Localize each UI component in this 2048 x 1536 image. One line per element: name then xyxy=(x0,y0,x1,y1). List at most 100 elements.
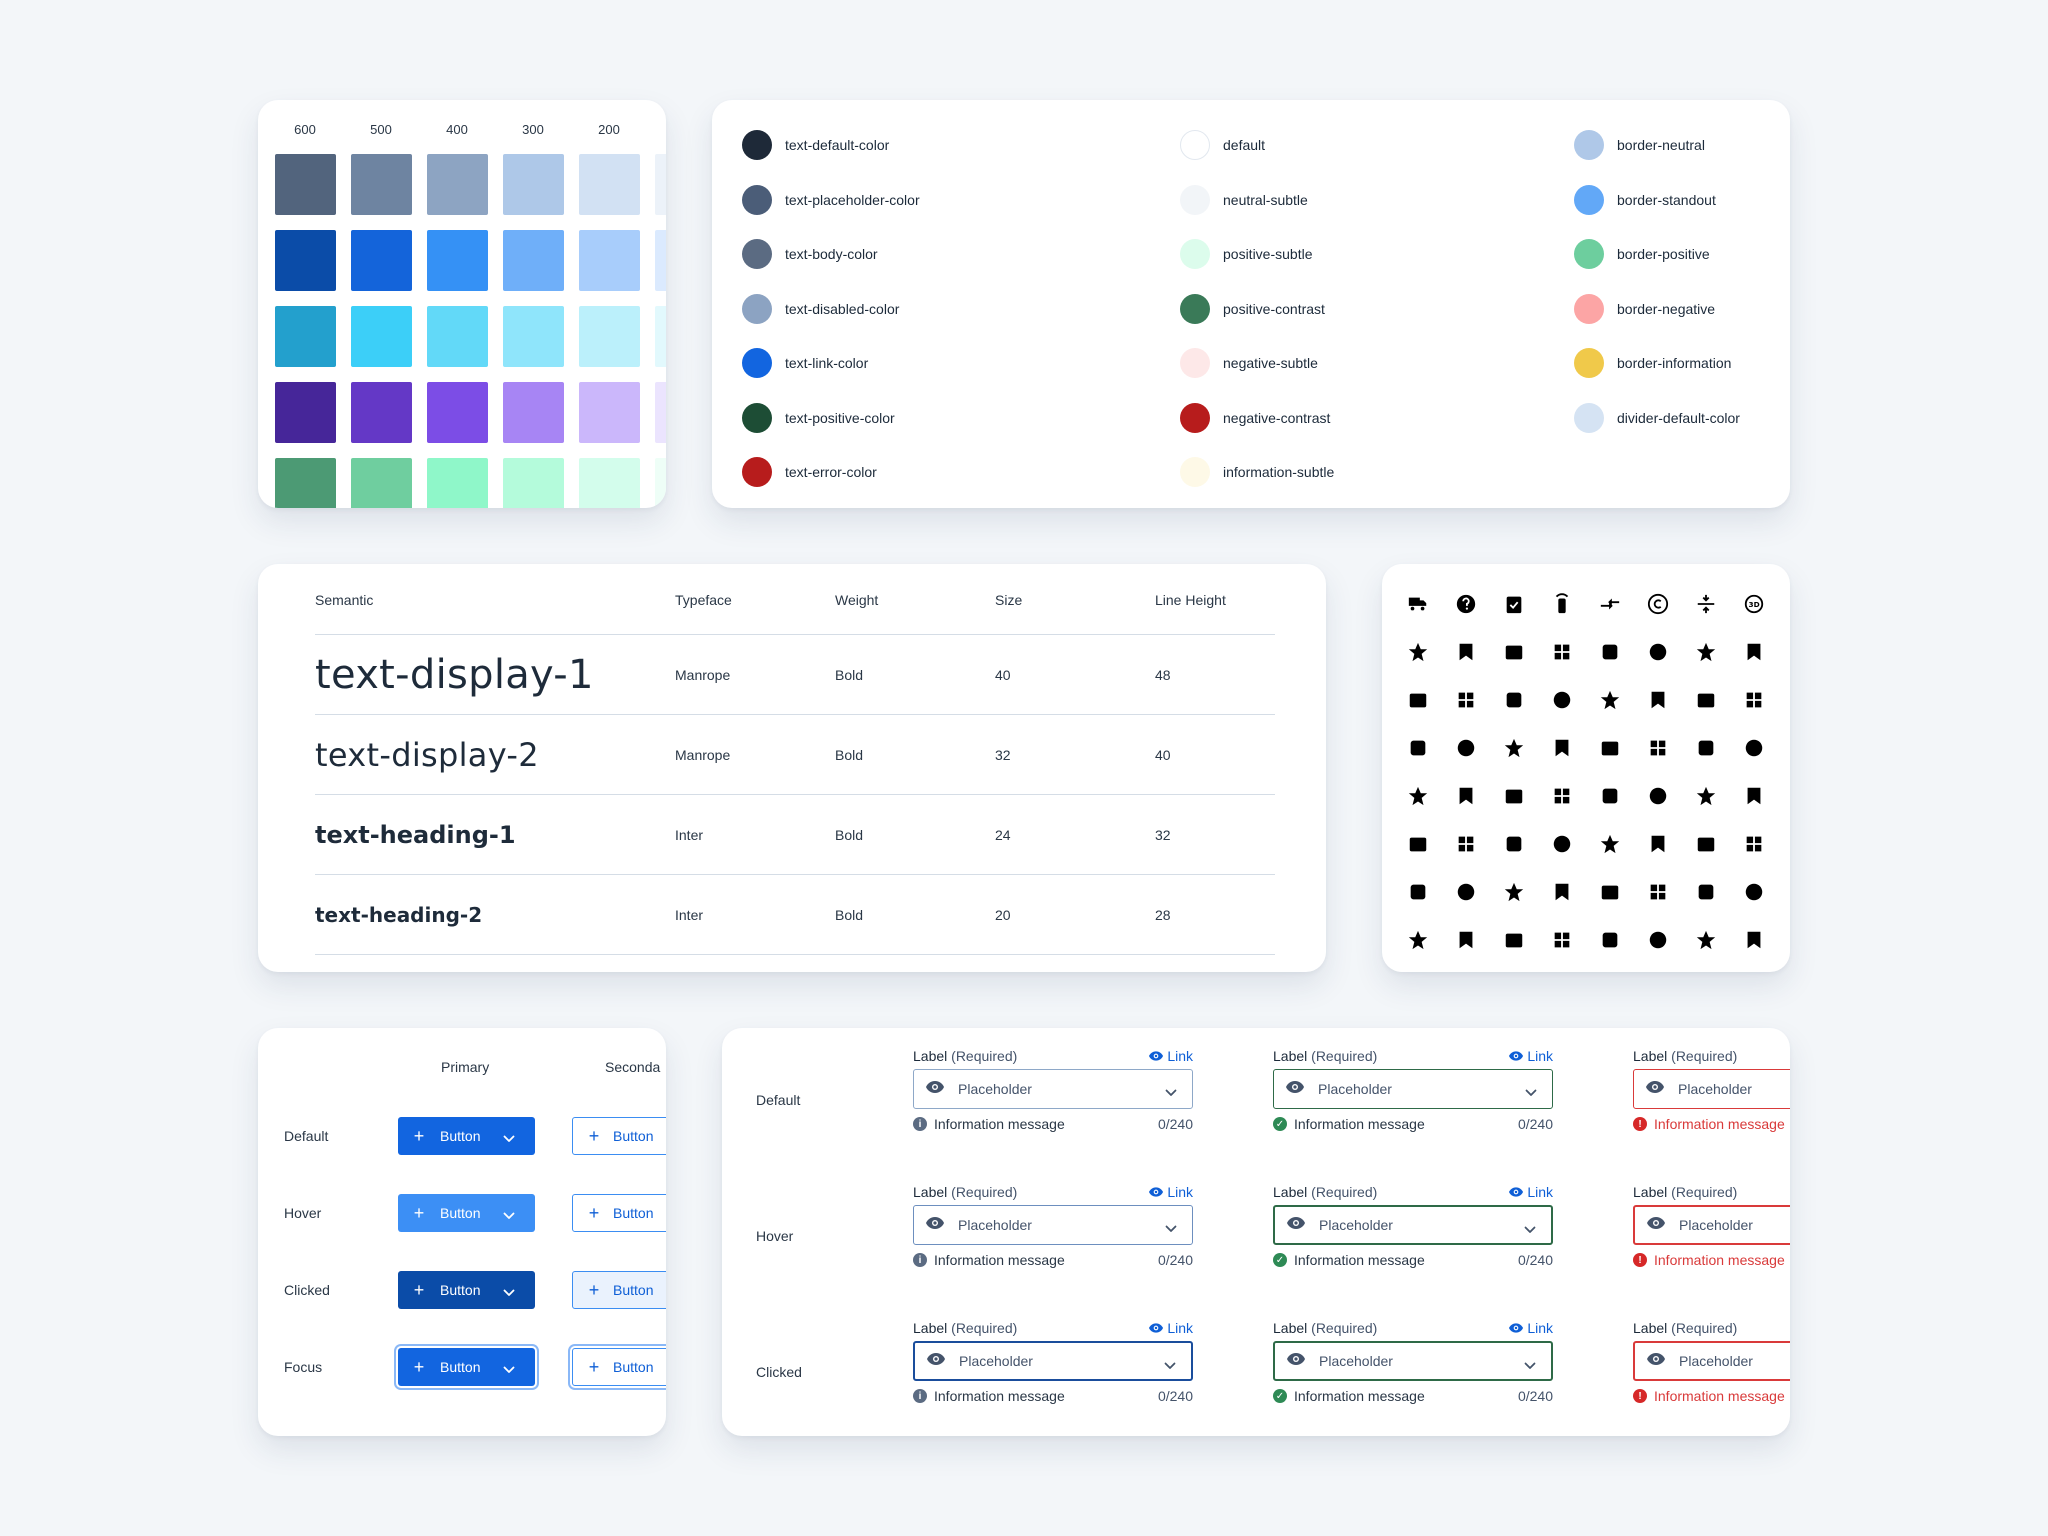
color-swatch[interactable] xyxy=(655,306,666,367)
account-circle-icon[interactable] xyxy=(1682,628,1730,676)
feedback-icon[interactable] xyxy=(1682,676,1730,724)
color-swatch[interactable] xyxy=(579,382,640,443)
brightness-icon[interactable] xyxy=(1490,916,1538,964)
flag-icon[interactable] xyxy=(1490,676,1538,724)
target-icon[interactable] xyxy=(1394,628,1442,676)
bank-icon[interactable] xyxy=(1490,724,1538,772)
eye-icon[interactable] xyxy=(1287,1352,1305,1370)
chevron-down-icon[interactable] xyxy=(1525,1084,1537,1102)
vertical-align-center-icon[interactable] xyxy=(1682,580,1730,628)
sd-card-icon[interactable] xyxy=(1586,676,1634,724)
accessible-icon[interactable] xyxy=(1394,724,1442,772)
chevron-down-icon[interactable] xyxy=(1165,1084,1177,1102)
drag-dots-icon[interactable] xyxy=(1442,724,1490,772)
color-swatch[interactable] xyxy=(351,306,412,367)
color-token-border-neutral[interactable]: border-neutral xyxy=(1574,130,1705,160)
secondary-button[interactable]: + Button xyxy=(572,1271,666,1309)
calendar-today-icon[interactable] xyxy=(1730,916,1778,964)
color-token-border-standout[interactable]: border-standout xyxy=(1574,184,1716,215)
color-token-text-placeholder-color[interactable]: text-placeholder-color xyxy=(742,184,920,215)
shield-lock-icon[interactable] xyxy=(1634,676,1682,724)
primary-button[interactable]: + Button xyxy=(398,1117,535,1155)
color-swatch[interactable] xyxy=(503,154,564,215)
split-view-icon[interactable] xyxy=(1490,868,1538,916)
color-swatch[interactable] xyxy=(503,306,564,367)
check-icon[interactable] xyxy=(1442,676,1490,724)
chevron-down-icon[interactable] xyxy=(1524,1357,1536,1375)
event-icon[interactable] xyxy=(1634,868,1682,916)
color-swatch[interactable] xyxy=(655,382,666,443)
color-swatch[interactable] xyxy=(427,154,488,215)
primary-button[interactable]: + Button xyxy=(398,1194,535,1232)
trending-down-icon[interactable] xyxy=(1394,676,1442,724)
color-token-negative-subtle[interactable]: negative-subtle xyxy=(1180,348,1318,378)
color-swatch[interactable] xyxy=(503,230,564,291)
color-swatch[interactable] xyxy=(351,382,412,443)
eye-icon[interactable] xyxy=(926,1080,944,1098)
color-token-positive-contrast[interactable]: positive-contrast xyxy=(1180,293,1325,324)
color-token-border-positive[interactable]: border-positive xyxy=(1574,239,1710,269)
chevron-down-icon[interactable] xyxy=(1165,1220,1177,1238)
document-icon[interactable] xyxy=(1634,772,1682,820)
delete-icon[interactable] xyxy=(1730,772,1778,820)
star-circle-icon[interactable] xyxy=(1538,820,1586,868)
color-token-divider-default-color[interactable]: divider-default-color xyxy=(1574,402,1740,433)
truck-icon[interactable] xyxy=(1394,580,1442,628)
block-icon[interactable] xyxy=(1394,820,1442,868)
view-week-icon[interactable] xyxy=(1394,916,1442,964)
color-swatch[interactable] xyxy=(275,154,336,215)
color-swatch[interactable] xyxy=(427,458,488,508)
phonelink-icon[interactable] xyxy=(1490,772,1538,820)
badge-icon[interactable] xyxy=(1490,820,1538,868)
field-input[interactable]: Placeholder xyxy=(1633,1205,1790,1245)
field-input[interactable]: Placeholder xyxy=(913,1069,1193,1109)
color-swatch[interactable] xyxy=(275,458,336,508)
color-swatch[interactable] xyxy=(351,154,412,215)
filter-icon[interactable] xyxy=(1442,868,1490,916)
close-box-icon[interactable] xyxy=(1442,628,1490,676)
color-swatch[interactable] xyxy=(579,230,640,291)
clipboard-check-icon[interactable] xyxy=(1490,580,1538,628)
primary-button[interactable]: + Button xyxy=(398,1271,535,1309)
circles-overlap-icon[interactable] xyxy=(1490,628,1538,676)
color-swatch[interactable] xyxy=(427,230,488,291)
book-icon[interactable] xyxy=(1730,676,1778,724)
leaf-icon[interactable] xyxy=(1682,724,1730,772)
field-link[interactable]: Link xyxy=(1509,1320,1553,1336)
field-link[interactable]: Link xyxy=(1509,1048,1553,1064)
color-token-text-error-color[interactable]: text-error-color xyxy=(742,457,877,487)
color-token-default[interactable]: default xyxy=(1180,130,1265,160)
wrench-icon[interactable] xyxy=(1586,916,1634,964)
android-icon[interactable] xyxy=(1634,724,1682,772)
view-carousel-icon[interactable] xyxy=(1442,820,1490,868)
eye-icon[interactable] xyxy=(926,1216,944,1234)
bookmarks-icon[interactable] xyxy=(1730,868,1778,916)
book-closed-icon[interactable] xyxy=(1442,916,1490,964)
color-swatch[interactable] xyxy=(579,154,640,215)
eye-icon[interactable] xyxy=(1682,868,1730,916)
color-token-text-disabled-color[interactable]: text-disabled-color xyxy=(742,293,899,324)
color-swatch[interactable] xyxy=(655,154,666,215)
color-swatch[interactable] xyxy=(579,306,640,367)
color-swatch[interactable] xyxy=(655,230,666,291)
clipboard-alert-icon[interactable] xyxy=(1634,820,1682,868)
color-swatch[interactable] xyxy=(503,382,564,443)
field-link[interactable]: Link xyxy=(1509,1184,1553,1200)
alarm-off-icon[interactable] xyxy=(1538,676,1586,724)
eye-icon[interactable] xyxy=(927,1352,945,1370)
color-token-text-default-color[interactable]: text-default-color xyxy=(742,130,889,160)
field-input[interactable]: Placeholder xyxy=(1273,1341,1553,1381)
video-library-icon[interactable] xyxy=(1586,868,1634,916)
color-token-border-information[interactable]: border-information xyxy=(1574,348,1731,378)
eye-icon[interactable] xyxy=(1287,1216,1305,1234)
color-token-text-positive-color[interactable]: text-positive-color xyxy=(742,402,895,433)
eye-icon[interactable] xyxy=(1647,1216,1665,1234)
color-swatch[interactable] xyxy=(427,382,488,443)
history-icon[interactable] xyxy=(1442,772,1490,820)
eye-icon[interactable] xyxy=(1646,1080,1664,1098)
article-icon[interactable] xyxy=(1538,772,1586,820)
color-swatch[interactable] xyxy=(351,230,412,291)
color-token-text-body-color[interactable]: text-body-color xyxy=(742,239,878,269)
device-icon[interactable] xyxy=(1586,820,1634,868)
color-swatch[interactable] xyxy=(503,458,564,508)
